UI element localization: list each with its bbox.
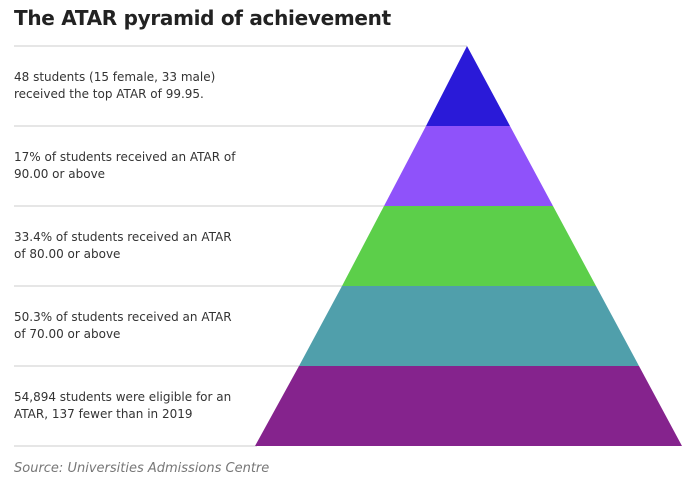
tier-label-top: 48 students (15 female, 33 male) receive…: [14, 70, 216, 101]
pyramid-tier-90: [384, 126, 553, 206]
source-note: Source: Universities Admissions Centre: [14, 461, 270, 476]
pyramid-tier-eligible: [255, 366, 682, 446]
tier-label-90: 17% of students received an ATAR of 90.0…: [14, 150, 236, 181]
chart-title: The ATAR pyramid of achievement: [14, 6, 391, 30]
pyramid-tier-80: [342, 206, 596, 286]
tier-label-80: 33.4% of students received an ATAR of 80…: [14, 230, 232, 261]
pyramid-tier-top: [426, 46, 510, 126]
tier-label-eligible: 54,894 students were eligible for an ATA…: [14, 390, 232, 421]
pyramid-tier-70: [299, 286, 639, 366]
divider-lines: [14, 45, 467, 447]
tier-label-70: 50.3% of students received an ATAR of 70…: [14, 310, 232, 341]
